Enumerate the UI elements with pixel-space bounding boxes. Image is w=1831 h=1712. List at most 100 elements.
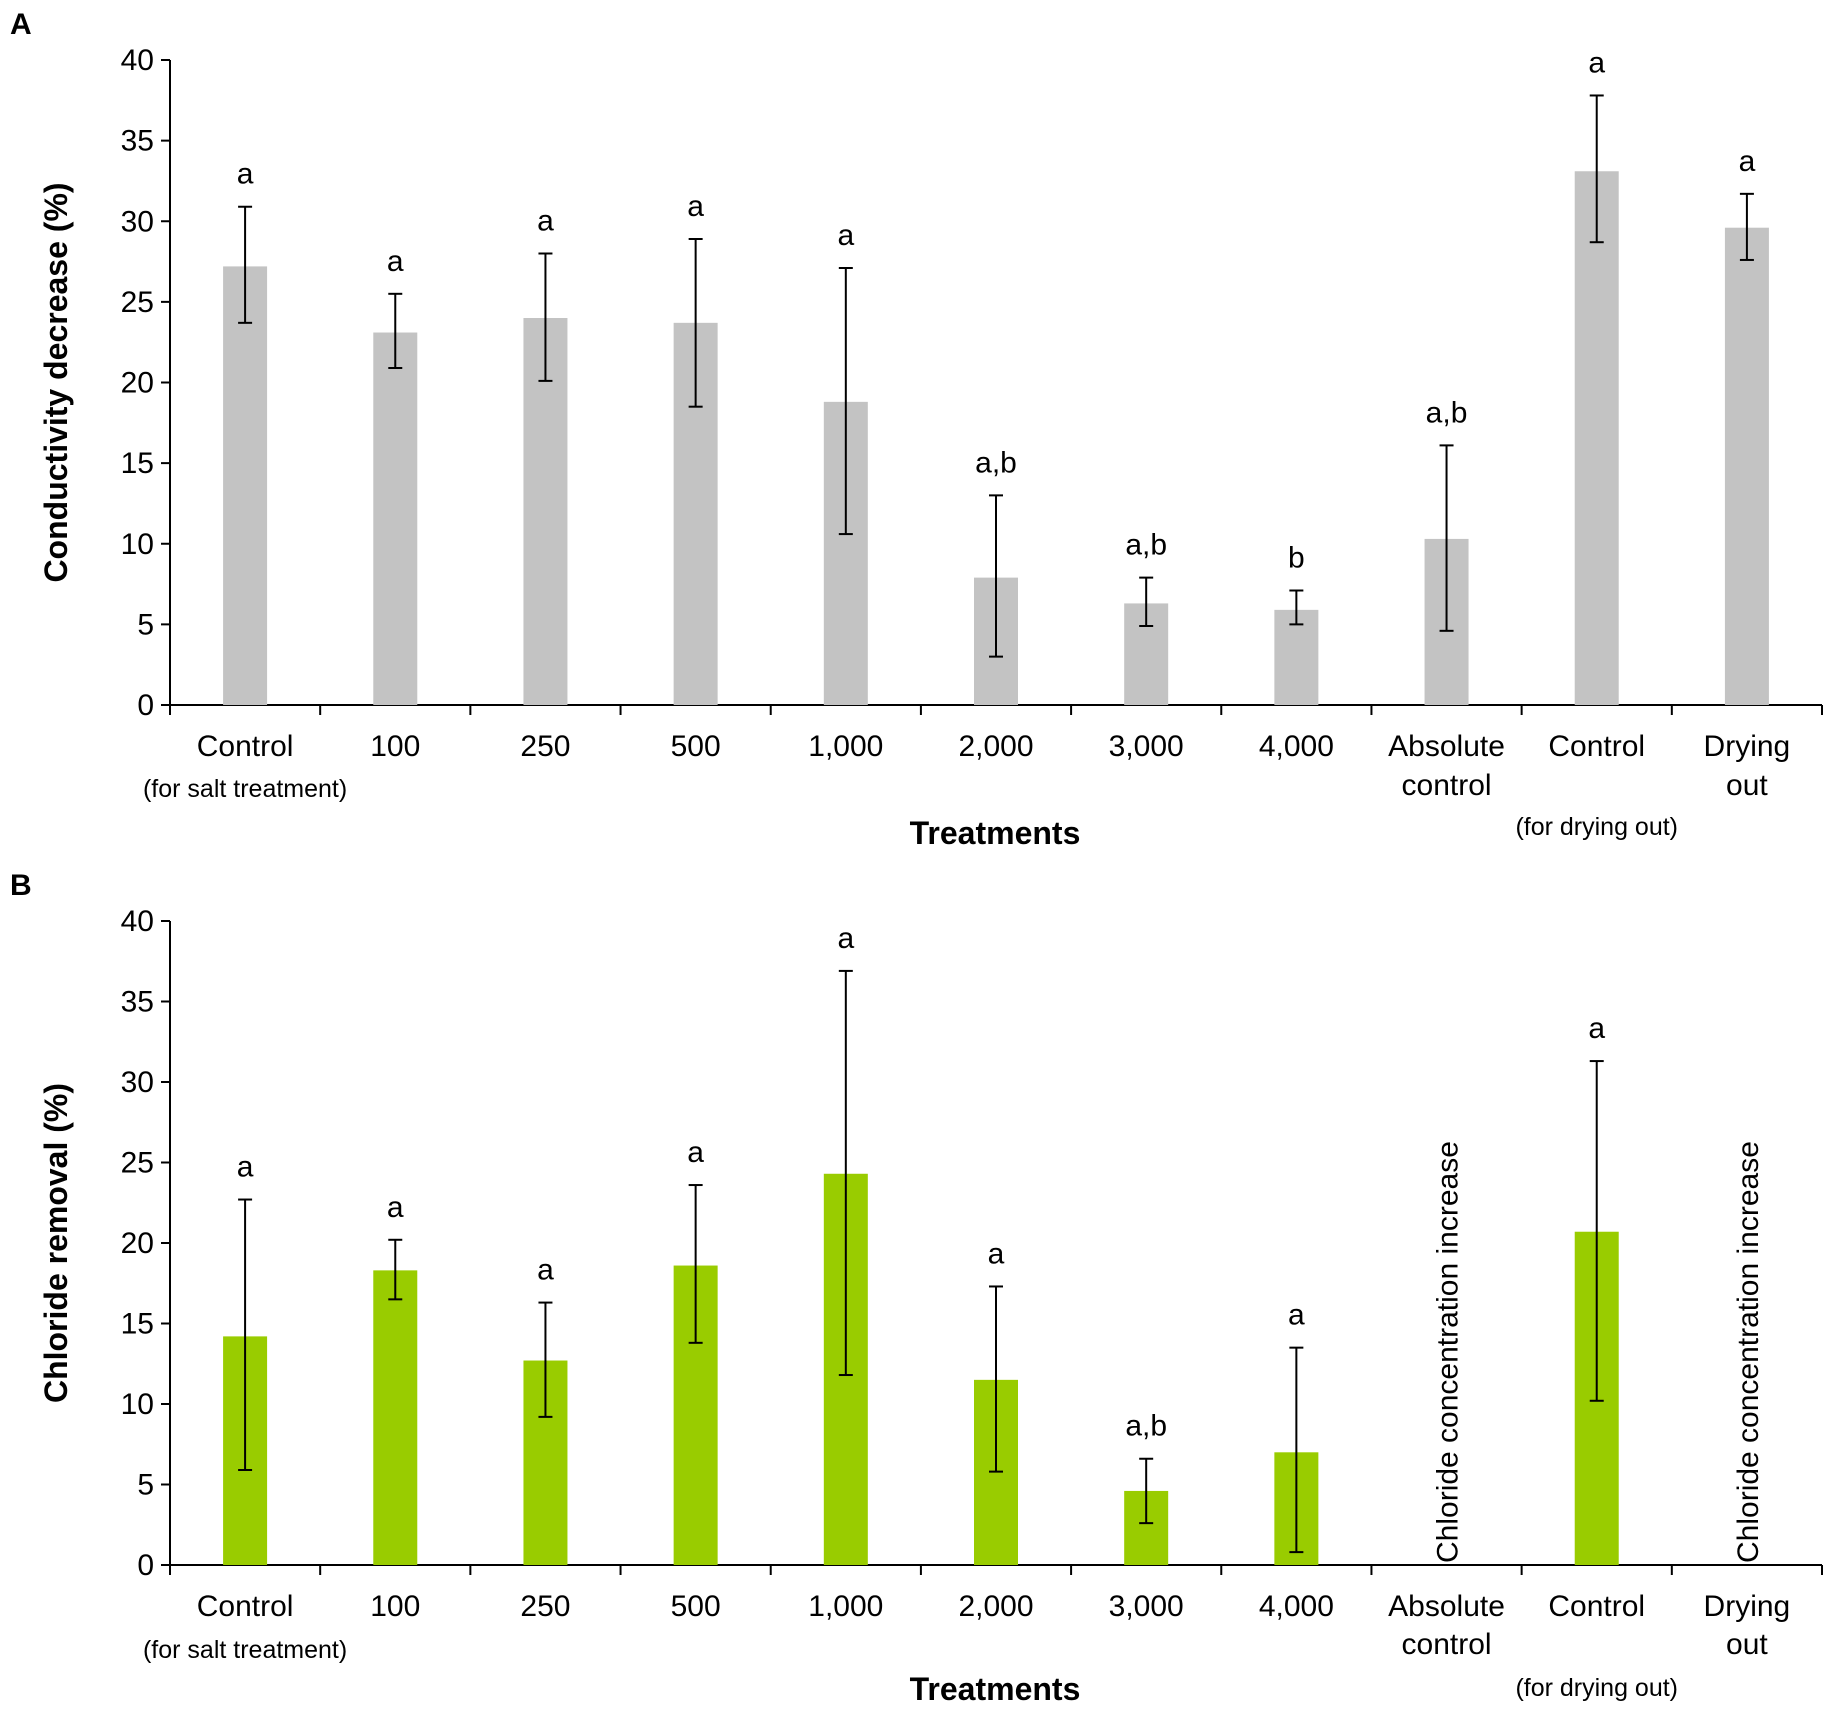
group-label: (for drying out) [1515,813,1678,841]
y-axis-title: Chloride removal (%) [38,1083,74,1403]
significance-label: a [237,1151,254,1184]
y-tick-label: 40 [121,44,154,77]
bar [373,1270,418,1565]
y-tick-label: 35 [121,986,154,1019]
significance-label: a [537,205,554,238]
bar [1724,227,1769,705]
y-tick-label: 30 [121,205,154,238]
panel-a: A 0 5 10 15 20 25 30 35 40 Conductivity decrease (… [10,8,1823,851]
category-label-line: Absolute [1388,730,1505,763]
category-label: 100 [370,730,420,763]
y-tick-label: 30 [121,1066,154,1099]
category-label: Drying out [1704,730,1791,802]
category-label: 500 [671,1590,721,1623]
category-label-line: out [1726,769,1768,802]
rotated-note: Chloride concentration increase [1732,1141,1765,1563]
category-label: Absolute control [1388,1590,1505,1661]
significance-label: a [1588,46,1605,79]
category-label: 2,000 [958,1590,1033,1623]
category-label-line: 100 [370,730,420,763]
bar [373,332,418,705]
category-label-line: 3,000 [1109,730,1184,763]
category-label-line: 2,000 [958,730,1033,763]
category-label-line: 500 [671,730,721,763]
significance-label: a [837,219,854,252]
category-label: 100 [370,1590,420,1623]
category-label-line: 250 [520,1590,570,1623]
category-label: Control [197,1590,294,1623]
panel-b: B 0 5 10 15 20 25 30 35 40 Chloride removal (%) Tre… [10,869,1823,1707]
significance-label: a [1739,145,1756,178]
category-label: 1,000 [808,730,883,763]
y-tick-label: 25 [121,1147,154,1180]
significance-label: a [237,158,254,191]
y-tick-label: 10 [121,1388,154,1421]
category-label-line: Control [1548,1590,1645,1623]
y-tick-label: 5 [137,1469,154,1502]
category-label: 2,000 [958,730,1033,763]
category-label-line: 4,000 [1259,1590,1334,1623]
category-label: Control [1548,1590,1645,1623]
category-label-line: Control [1548,730,1645,763]
bar [1274,609,1319,705]
category-label-line: 100 [370,1590,420,1623]
category-label-line: control [1402,769,1492,802]
category-label: 250 [520,730,570,763]
bar [223,266,268,705]
category-label: Drying out [1704,1590,1791,1661]
group-label: (for salt treatment) [143,775,347,803]
significance-label: a [687,190,704,223]
x-axis-title: Treatments [910,815,1081,851]
y-tick-label: 0 [137,1549,154,1582]
category-label-line: Control [197,730,294,763]
y-tick-label: 20 [121,1227,154,1260]
significance-label: a,b [1125,529,1167,562]
category-label: 4,000 [1259,1590,1334,1623]
category-label-line: 250 [520,730,570,763]
panel-letter: B [10,869,32,902]
y-axis-title: Conductivity decrease (%) [38,182,74,582]
category-label: 1,000 [808,1590,883,1623]
significance-label: a [988,1237,1005,1270]
category-label-line: 1,000 [808,730,883,763]
y-tick-label: 5 [137,608,154,641]
category-label: 500 [671,730,721,763]
significance-label: b [1288,542,1305,575]
group-label: (for drying out) [1515,1674,1678,1702]
y-tick-label: 35 [121,125,154,158]
category-label-line: 3,000 [1109,1590,1184,1623]
y-tick-label: 25 [121,286,154,319]
significance-label: a [687,1136,704,1169]
y-tick-label: 20 [121,367,154,400]
significance-label: a,b [1426,396,1468,429]
significance-label: a,b [1125,1410,1167,1443]
significance-label: a [537,1254,554,1287]
significance-label: a [387,1191,404,1224]
y-tick-label: 10 [121,528,154,561]
category-label: 3,000 [1109,1590,1184,1623]
category-label-line: control [1402,1628,1492,1661]
panel-letter: A [10,8,32,41]
category-label-line: out [1726,1628,1768,1661]
category-label-line: 2,000 [958,1590,1033,1623]
significance-label: a [837,922,854,955]
category-label-line: Drying [1704,1590,1791,1623]
category-label: 4,000 [1259,730,1334,763]
y-tick-label: 0 [137,689,154,722]
category-label: Control [197,730,294,763]
y-tick-label: 40 [121,905,154,938]
category-label-line: Drying [1704,730,1791,763]
category-label-line: 1,000 [808,1590,883,1623]
category-label: Absolute control [1388,730,1505,802]
category-label-line: Control [197,1590,294,1623]
significance-label: a [387,245,404,278]
x-axis-title: Treatments [910,1671,1081,1707]
category-label-line: Absolute [1388,1590,1505,1623]
y-tick-label: 15 [121,1308,154,1341]
category-label: Control [1548,730,1645,763]
rotated-note: Chloride concentration increase [1432,1141,1465,1563]
group-label: (for salt treatment) [143,1636,347,1664]
category-label-line: 500 [671,1590,721,1623]
category-label: 250 [520,1590,570,1623]
